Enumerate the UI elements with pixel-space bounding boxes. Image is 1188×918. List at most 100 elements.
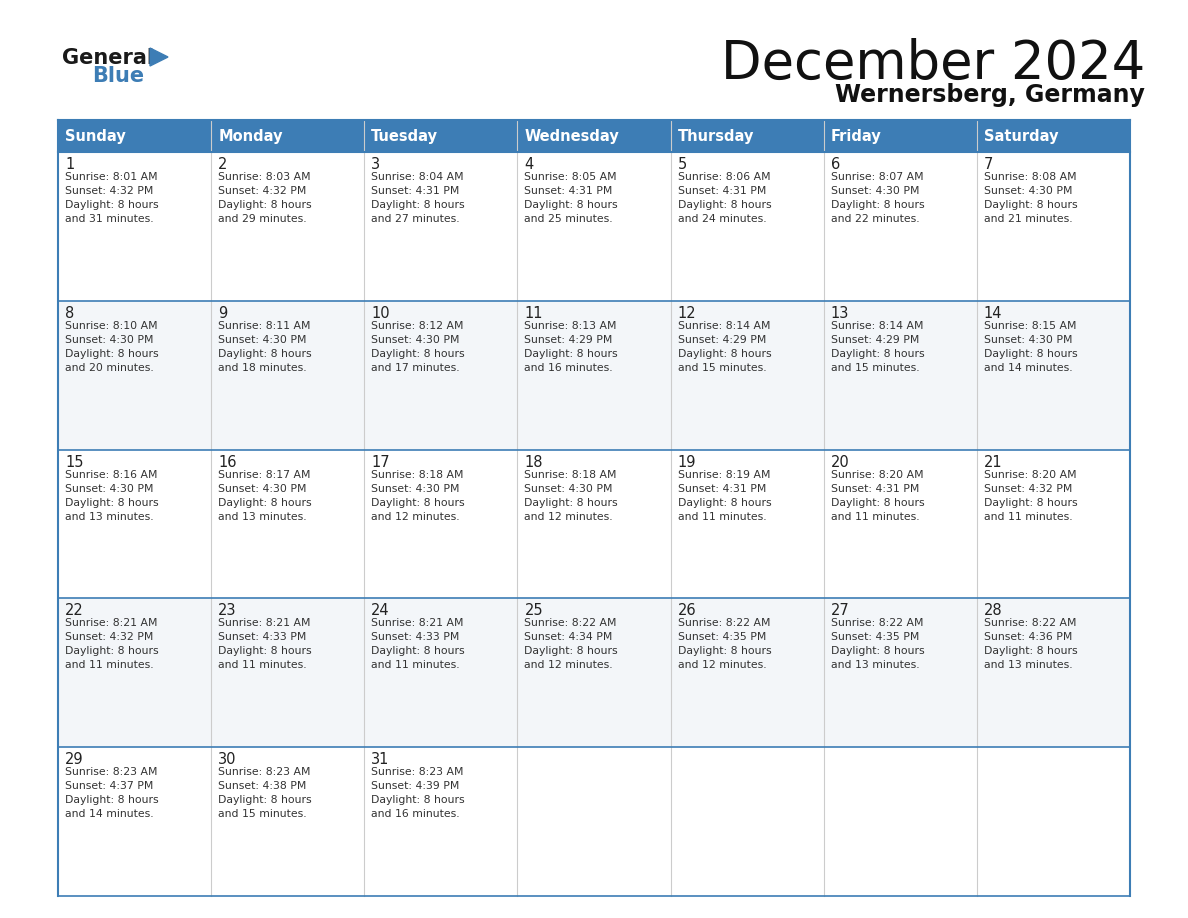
Text: Friday: Friday xyxy=(830,129,881,143)
Text: Sunrise: 8:23 AM
Sunset: 4:39 PM
Daylight: 8 hours
and 16 minutes.: Sunrise: 8:23 AM Sunset: 4:39 PM Dayligh… xyxy=(372,767,465,819)
Text: Saturday: Saturday xyxy=(984,129,1059,143)
Text: 5: 5 xyxy=(677,157,687,172)
Bar xyxy=(977,120,1130,152)
Bar xyxy=(670,450,823,599)
Text: Wednesday: Wednesday xyxy=(524,129,619,143)
Text: 22: 22 xyxy=(65,603,83,619)
Bar xyxy=(58,450,211,599)
Text: Sunrise: 8:13 AM
Sunset: 4:29 PM
Daylight: 8 hours
and 16 minutes.: Sunrise: 8:13 AM Sunset: 4:29 PM Dayligh… xyxy=(524,320,618,373)
Text: Sunrise: 8:23 AM
Sunset: 4:37 PM
Daylight: 8 hours
and 14 minutes.: Sunrise: 8:23 AM Sunset: 4:37 PM Dayligh… xyxy=(65,767,159,819)
Bar xyxy=(58,120,211,152)
Text: Sunrise: 8:18 AM
Sunset: 4:30 PM
Daylight: 8 hours
and 12 minutes.: Sunrise: 8:18 AM Sunset: 4:30 PM Dayligh… xyxy=(372,470,465,521)
Text: 6: 6 xyxy=(830,157,840,172)
Bar xyxy=(518,120,670,152)
Polygon shape xyxy=(150,48,168,66)
Text: 23: 23 xyxy=(219,603,236,619)
Bar xyxy=(518,599,670,747)
Text: 30: 30 xyxy=(219,752,236,767)
Text: Sunrise: 8:10 AM
Sunset: 4:30 PM
Daylight: 8 hours
and 20 minutes.: Sunrise: 8:10 AM Sunset: 4:30 PM Dayligh… xyxy=(65,320,159,373)
Bar xyxy=(823,301,977,450)
Text: Sunrise: 8:08 AM
Sunset: 4:30 PM
Daylight: 8 hours
and 21 minutes.: Sunrise: 8:08 AM Sunset: 4:30 PM Dayligh… xyxy=(984,172,1078,224)
Bar xyxy=(518,747,670,896)
Bar xyxy=(670,747,823,896)
Text: Sunrise: 8:07 AM
Sunset: 4:30 PM
Daylight: 8 hours
and 22 minutes.: Sunrise: 8:07 AM Sunset: 4:30 PM Dayligh… xyxy=(830,172,924,224)
Text: 9: 9 xyxy=(219,306,227,320)
Text: 8: 8 xyxy=(65,306,74,320)
Text: Sunrise: 8:20 AM
Sunset: 4:32 PM
Daylight: 8 hours
and 11 minutes.: Sunrise: 8:20 AM Sunset: 4:32 PM Dayligh… xyxy=(984,470,1078,521)
Text: 11: 11 xyxy=(524,306,543,320)
Bar xyxy=(518,301,670,450)
Bar xyxy=(518,152,670,301)
Text: Sunrise: 8:22 AM
Sunset: 4:35 PM
Daylight: 8 hours
and 13 minutes.: Sunrise: 8:22 AM Sunset: 4:35 PM Dayligh… xyxy=(830,619,924,670)
Text: 19: 19 xyxy=(677,454,696,470)
Text: December 2024: December 2024 xyxy=(721,38,1145,90)
Text: Sunrise: 8:03 AM
Sunset: 4:32 PM
Daylight: 8 hours
and 29 minutes.: Sunrise: 8:03 AM Sunset: 4:32 PM Dayligh… xyxy=(219,172,311,224)
Text: Sunrise: 8:16 AM
Sunset: 4:30 PM
Daylight: 8 hours
and 13 minutes.: Sunrise: 8:16 AM Sunset: 4:30 PM Dayligh… xyxy=(65,470,159,521)
Text: Sunrise: 8:01 AM
Sunset: 4:32 PM
Daylight: 8 hours
and 31 minutes.: Sunrise: 8:01 AM Sunset: 4:32 PM Dayligh… xyxy=(65,172,159,224)
Bar xyxy=(58,747,211,896)
Bar xyxy=(365,152,518,301)
Text: 7: 7 xyxy=(984,157,993,172)
Text: 27: 27 xyxy=(830,603,849,619)
Text: 3: 3 xyxy=(372,157,380,172)
Bar xyxy=(977,450,1130,599)
Text: Sunrise: 8:17 AM
Sunset: 4:30 PM
Daylight: 8 hours
and 13 minutes.: Sunrise: 8:17 AM Sunset: 4:30 PM Dayligh… xyxy=(219,470,311,521)
Text: Sunrise: 8:04 AM
Sunset: 4:31 PM
Daylight: 8 hours
and 27 minutes.: Sunrise: 8:04 AM Sunset: 4:31 PM Dayligh… xyxy=(372,172,465,224)
Bar xyxy=(58,599,211,747)
Text: 24: 24 xyxy=(372,603,390,619)
Text: Sunrise: 8:21 AM
Sunset: 4:32 PM
Daylight: 8 hours
and 11 minutes.: Sunrise: 8:21 AM Sunset: 4:32 PM Dayligh… xyxy=(65,619,159,670)
Text: Sunday: Sunday xyxy=(65,129,126,143)
Text: Sunrise: 8:06 AM
Sunset: 4:31 PM
Daylight: 8 hours
and 24 minutes.: Sunrise: 8:06 AM Sunset: 4:31 PM Dayligh… xyxy=(677,172,771,224)
Text: 13: 13 xyxy=(830,306,849,320)
Bar xyxy=(670,301,823,450)
Text: 25: 25 xyxy=(524,603,543,619)
Bar xyxy=(211,747,365,896)
Text: Sunrise: 8:12 AM
Sunset: 4:30 PM
Daylight: 8 hours
and 17 minutes.: Sunrise: 8:12 AM Sunset: 4:30 PM Dayligh… xyxy=(372,320,465,373)
Bar xyxy=(670,120,823,152)
Text: Wernersberg, Germany: Wernersberg, Germany xyxy=(835,83,1145,107)
Text: Sunrise: 8:14 AM
Sunset: 4:29 PM
Daylight: 8 hours
and 15 minutes.: Sunrise: 8:14 AM Sunset: 4:29 PM Dayligh… xyxy=(830,320,924,373)
Text: General: General xyxy=(62,48,154,68)
Bar xyxy=(977,152,1130,301)
Text: Sunrise: 8:22 AM
Sunset: 4:36 PM
Daylight: 8 hours
and 13 minutes.: Sunrise: 8:22 AM Sunset: 4:36 PM Dayligh… xyxy=(984,619,1078,670)
Bar xyxy=(211,120,365,152)
Text: Sunrise: 8:21 AM
Sunset: 4:33 PM
Daylight: 8 hours
and 11 minutes.: Sunrise: 8:21 AM Sunset: 4:33 PM Dayligh… xyxy=(372,619,465,670)
Bar xyxy=(670,599,823,747)
Text: 4: 4 xyxy=(524,157,533,172)
Text: 28: 28 xyxy=(984,603,1003,619)
Text: 18: 18 xyxy=(524,454,543,470)
Bar xyxy=(58,152,211,301)
Bar xyxy=(365,450,518,599)
Text: Monday: Monday xyxy=(219,129,283,143)
Bar xyxy=(823,120,977,152)
Text: 14: 14 xyxy=(984,306,1003,320)
Text: 10: 10 xyxy=(372,306,390,320)
Text: Blue: Blue xyxy=(91,66,144,86)
Text: 17: 17 xyxy=(372,454,390,470)
Text: 2: 2 xyxy=(219,157,228,172)
Bar xyxy=(365,599,518,747)
Text: Sunrise: 8:05 AM
Sunset: 4:31 PM
Daylight: 8 hours
and 25 minutes.: Sunrise: 8:05 AM Sunset: 4:31 PM Dayligh… xyxy=(524,172,618,224)
Bar xyxy=(211,599,365,747)
Bar xyxy=(365,120,518,152)
Text: 31: 31 xyxy=(372,752,390,767)
Text: 20: 20 xyxy=(830,454,849,470)
Bar xyxy=(518,450,670,599)
Text: 21: 21 xyxy=(984,454,1003,470)
Bar xyxy=(211,301,365,450)
Text: Sunrise: 8:20 AM
Sunset: 4:31 PM
Daylight: 8 hours
and 11 minutes.: Sunrise: 8:20 AM Sunset: 4:31 PM Dayligh… xyxy=(830,470,924,521)
Bar xyxy=(823,152,977,301)
Text: 12: 12 xyxy=(677,306,696,320)
Text: Sunrise: 8:11 AM
Sunset: 4:30 PM
Daylight: 8 hours
and 18 minutes.: Sunrise: 8:11 AM Sunset: 4:30 PM Dayligh… xyxy=(219,320,311,373)
Bar xyxy=(365,301,518,450)
Text: 15: 15 xyxy=(65,454,83,470)
Text: 26: 26 xyxy=(677,603,696,619)
Text: Sunrise: 8:15 AM
Sunset: 4:30 PM
Daylight: 8 hours
and 14 minutes.: Sunrise: 8:15 AM Sunset: 4:30 PM Dayligh… xyxy=(984,320,1078,373)
Bar xyxy=(670,152,823,301)
Bar xyxy=(823,747,977,896)
Text: Sunrise: 8:14 AM
Sunset: 4:29 PM
Daylight: 8 hours
and 15 minutes.: Sunrise: 8:14 AM Sunset: 4:29 PM Dayligh… xyxy=(677,320,771,373)
Text: Thursday: Thursday xyxy=(677,129,754,143)
Bar xyxy=(823,599,977,747)
Bar xyxy=(977,301,1130,450)
Text: Tuesday: Tuesday xyxy=(372,129,438,143)
